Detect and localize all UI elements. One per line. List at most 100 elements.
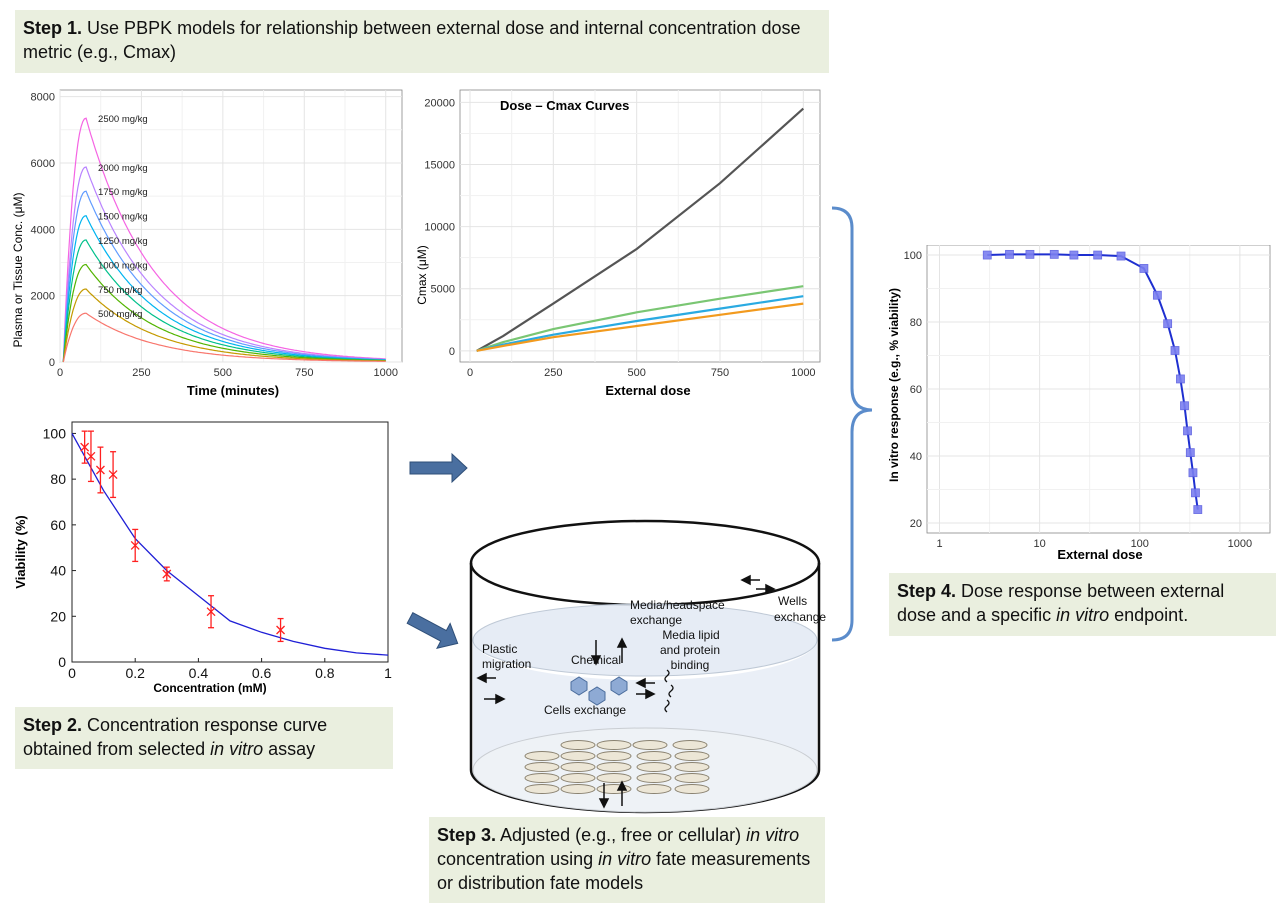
pbpk-series-label: 750 mg/kg [98, 285, 142, 296]
invitro-ytick-label: 80 [910, 317, 922, 329]
step3-box: Step 3. Adjusted (e.g., free or cellular… [429, 817, 825, 903]
chemical-hexagon-icon [570, 676, 628, 706]
invitro-data-point [1152, 290, 1162, 300]
viability-ytick-label: 80 [50, 471, 66, 487]
cell-plates [524, 740, 710, 794]
step4-text-a: Dose response between external dose and … [897, 581, 1225, 625]
step3-italic-b: in vitro [598, 849, 652, 869]
viability-ytick-label: 20 [50, 608, 66, 624]
viability-chart: Viability (%) Concentration (mM) 0 0.2 0.4… [13, 421, 392, 695]
cmax-title: Dose – Cmax Curves [500, 98, 629, 113]
invitro-data-point [1183, 426, 1192, 436]
step2-text-b: assay [263, 739, 316, 759]
invitro-ytick-label: 40 [910, 451, 922, 463]
binding-squiggles [664, 669, 674, 713]
viability-marker [95, 465, 105, 475]
chemical-label: Chemical [571, 653, 621, 667]
invitro-data-point [1193, 505, 1203, 514]
viability-data-point [108, 451, 118, 499]
pbpk-series-line [62, 166, 386, 363]
step3-italic-a: in vitro [746, 825, 800, 845]
right-brace-icon [831, 206, 873, 642]
viability-ylabel: Viability (%) [13, 515, 28, 588]
viability-xtick-label: 0.8 [315, 665, 335, 681]
pbpk-series-line [62, 214, 386, 363]
viability-data-point [206, 595, 216, 629]
viability-xtick-label: 0.6 [252, 665, 272, 681]
step4-text-b: endpoint. [1109, 605, 1189, 625]
pbpk-ytick-label: 4000 [31, 224, 55, 236]
cmax-xlabel: External dose [605, 383, 690, 398]
invitro-xtick-label: 100 [1131, 538, 1149, 550]
invitro-data-point [982, 250, 992, 260]
pbpk-series-line [62, 263, 386, 363]
invitro-ytick-label: 60 [910, 384, 922, 396]
invitro-data-point [1191, 488, 1200, 498]
pbpk-series-label: 2500 mg/kg [98, 114, 148, 125]
step3-label: Step 3. [437, 825, 497, 845]
invitro-data-point [1069, 250, 1079, 260]
step4-italic: in vitro [1056, 605, 1110, 625]
pbpk-series-line [62, 239, 386, 363]
pbpk-xtick-label: 0 [57, 367, 63, 379]
pbpk-ylabel: Plasma or Tissue Conc. (μM) [11, 193, 25, 348]
step3-text-a: Adjusted (e.g., free or cellular) [500, 825, 747, 845]
cmax-xtick-label: 0 [467, 367, 473, 379]
pbpk-xlabel: Time (minutes) [187, 383, 279, 398]
pbpk-ytick-label: 6000 [31, 158, 55, 170]
viability-data-point [130, 528, 140, 563]
pbpk-series-line [62, 312, 386, 363]
invitro-data-point [1025, 249, 1035, 259]
wells-exchange-label: Wells exchange [774, 594, 826, 624]
viability-marker [86, 451, 96, 461]
invitro-data-point [1139, 264, 1149, 273]
viability-ytick-label: 60 [50, 517, 66, 533]
viability-ytick-label: 40 [50, 563, 66, 579]
pbpk-ytick-label: 2000 [31, 291, 55, 303]
pbpk-ytick-label: 8000 [31, 92, 55, 104]
pbpk-xtick-label: 500 [214, 367, 232, 379]
cells-exchange-label: Cells exchange [544, 703, 626, 717]
viability-marker [80, 442, 90, 452]
viability-marker [130, 540, 140, 550]
step4-label: Step 4. [897, 581, 957, 601]
invitro-data-point [1093, 250, 1103, 260]
pbpk-series-label: 1000 mg/kg [98, 260, 148, 271]
viability-marker [276, 625, 286, 635]
invitro-xtick-label: 1 [936, 538, 942, 550]
step4-box: Step 4. Dose response between external d… [889, 573, 1276, 636]
viability-xtick-label: 1 [384, 665, 392, 681]
pbpk-series-label: 1250 mg/kg [98, 236, 148, 247]
cmax-xtick-label: 500 [627, 367, 645, 379]
invitro-data-point [1170, 346, 1180, 355]
viability-xlabel: Concentration (mM) [153, 681, 266, 695]
viability-data-point [95, 446, 105, 494]
cmax-ytick-label: 10000 [424, 222, 455, 234]
cmax-series-line [476, 107, 805, 352]
pbpk-series-label: 1500 mg/kg [98, 212, 148, 223]
cmax-series-line [476, 285, 804, 352]
invitro-data-point [1116, 251, 1126, 261]
step3-text-b: concentration using [437, 849, 599, 869]
invitro-ylabel: In vitro response (e.g., % viability) [887, 288, 901, 482]
viability-data-point [162, 566, 172, 582]
viability-xtick-label: 0.4 [189, 665, 209, 681]
cmax-series-line [476, 302, 804, 352]
step2-label: Step 2. [23, 715, 83, 735]
pbpk-ytick-label: 0 [49, 357, 55, 369]
step2-box: Step 2. Concentration response curve obt… [15, 707, 393, 769]
viability-marker [108, 470, 118, 480]
cmax-ytick-label: 5000 [431, 284, 455, 296]
viability-ytick-label: 0 [58, 654, 66, 670]
invitro-ytick-label: 20 [910, 518, 922, 530]
cmax-xtick-label: 750 [711, 367, 729, 379]
viability-data-point [80, 430, 90, 464]
step1-label: Step 1. [23, 18, 83, 38]
pbpk-xtick-label: 250 [132, 367, 150, 379]
invitro-xlabel: External dose [1057, 547, 1142, 562]
invitro-chart: In vitro response (e.g., % viability) Ex… [887, 245, 1271, 562]
invitro-data-point [1188, 468, 1198, 478]
cmax-xtick-label: 1000 [791, 367, 815, 379]
viability-marker [206, 607, 216, 617]
